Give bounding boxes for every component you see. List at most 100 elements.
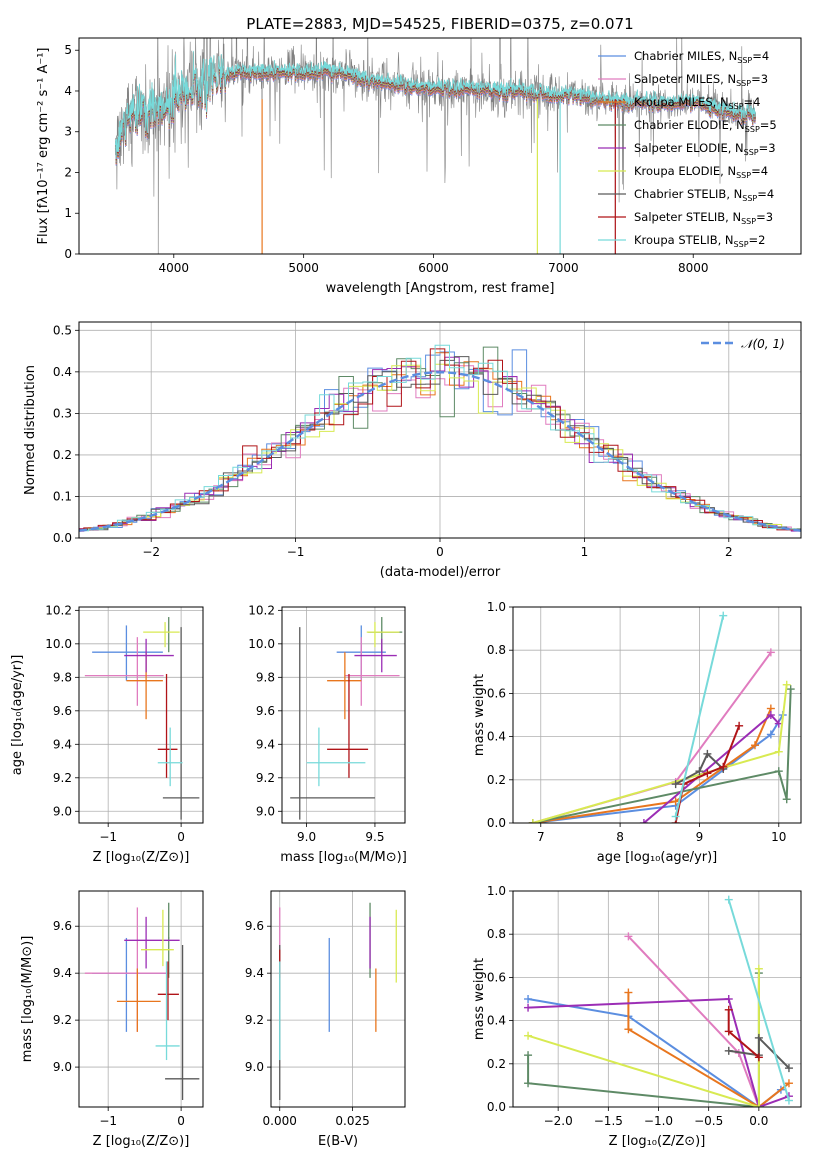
- spectrum-legend-suffix-0: =4: [752, 49, 769, 63]
- age_vs_Z-frame: [78, 606, 204, 824]
- age_vs_Z-xtick-label-1: 0: [177, 830, 185, 844]
- mass_weight_vs_age-marker-6-1: [695, 767, 704, 776]
- age_vs_Z-axes: −1 0 9.0 9.2 9.4 9.6 9.8 10.0 10.2 Z [log₁₀(Z/Z⊙)…: [10, 603, 203, 865]
- mass_vs_Z-point-4: [124, 916, 180, 969]
- spectrum-legend-label-8: Kroupa STELIB, NSSP=2: [634, 233, 765, 249]
- spectrum-legend-sub-7: SSP: [741, 217, 756, 226]
- mass_weight_vs_age-marker-3-3: [786, 685, 795, 694]
- age_vs_Z-point-1: [84, 637, 164, 706]
- mass_weight_vs_Z-marker-6-2: [754, 1033, 763, 1042]
- mass_weight_vs_Z-xtick-label-4: 0.0: [749, 1114, 768, 1128]
- mass_vs_Z-point-8: [155, 961, 180, 1061]
- mass_weight_vs_Z-xlabel: Z [log₁₀(Z/Z⊙)]: [609, 1134, 706, 1149]
- mass_weight_vs_age-ytick-label-2: 0.4: [487, 730, 506, 744]
- age_vs_mass-xlabel: mass [log₁₀(M/M⊙)]: [280, 850, 407, 865]
- mass_weight_vs_Z-marker-2-0: [624, 988, 633, 997]
- mass_weight_vs_Z-ytick-label-0: 0.0: [487, 1100, 506, 1114]
- spectrum-legend-label-7: Salpeter STELIB, NSSP=3: [634, 210, 773, 226]
- spectrum-legend-sub-5: SSP: [736, 171, 751, 180]
- mass_weight_vs_Z-marker-2-3: [784, 1079, 793, 1088]
- mass_weight_vs_Z-ytick-label-3: 0.6: [487, 970, 506, 984]
- mass_weight_vs_age-axes: 7 8 9 10 0.0 0.2 0.4 0.6 0.8 1.0 age [log₁₀(age/yr…: [472, 600, 801, 865]
- mass_weight_vs_Z-ytick-label-1: 0.2: [487, 1057, 506, 1071]
- mass_weight_vs_Z-xtick-label-1: −1.5: [594, 1114, 623, 1128]
- mass_vs_Z-xlabel: Z [log₁₀(Z/Z⊙)]: [93, 1134, 190, 1149]
- spectrum-xtick-label-1: 5000: [288, 261, 319, 275]
- mass_weight_vs_age-ytick-label-4: 0.8: [487, 643, 506, 657]
- hist-series-7: [79, 348, 801, 531]
- mass_weight_vs_Z-marker-4-0: [524, 1003, 533, 1012]
- mass_vs_Z-xtick-label-0: −1: [99, 1114, 117, 1128]
- mass_vs_EBV-xlabel: E(B-V): [318, 1134, 358, 1149]
- mass_weight_vs_Z-frame: [512, 890, 802, 1108]
- mass_weight_vs_Z-marker-5-0: [524, 1031, 533, 1040]
- mass_vs_EBV-frame: [270, 890, 406, 1108]
- spectrum-legend-label-5: Kroupa ELODIE, NSSP=4: [634, 164, 768, 180]
- mass_weight_vs_Z-ytick-label-2: 0.4: [487, 1014, 506, 1028]
- mass_weight_vs_age-ytick-label-1: 0.2: [487, 773, 506, 787]
- mass_weight_vs_age-frame: [512, 606, 802, 824]
- mass_weight_vs_age-xtick-label-2: 9: [696, 830, 704, 844]
- spectrum-legend-name-1: Salpeter MILES, N: [634, 72, 736, 86]
- age_vs_Z-ytick-label-4: 9.8: [53, 670, 72, 684]
- residual_hist-xtick-label-1: −1: [287, 545, 305, 559]
- age_vs_Z-ytick-label-6: 10.2: [45, 603, 72, 617]
- spectrum-legend-sub-4: SSP: [744, 148, 759, 157]
- mass_weight_vs_Z-ytick-label-5: 1.0: [487, 884, 506, 898]
- mass_weight_vs_age-xtick-label-3: 10: [771, 830, 786, 844]
- mass_weight_vs_age-marker-4-1: [766, 711, 775, 719]
- spectrum-legend-name-0: Chabrier MILES, N: [634, 49, 737, 63]
- age_vs_mass-frame: [281, 606, 406, 824]
- mass_weight_vs_age-series-2: [532, 708, 772, 823]
- residual_hist-ytick-label-3: 0.3: [53, 406, 72, 420]
- age_vs_mass-point-6: [290, 627, 375, 820]
- mass_vs_Z-xtick-label-1: 0: [177, 1114, 185, 1128]
- age_vs_Z-ytick-label-0: 9.0: [53, 804, 72, 818]
- mass_weight_vs_Z-marker-2-1: [624, 1025, 633, 1034]
- mass_weight_vs_age-marker-8-0: [671, 812, 680, 821]
- mass_weight_vs_age-ytick-label-0: 0.0: [487, 816, 506, 830]
- age_vs_mass-ytick-label-4: 9.8: [256, 670, 275, 684]
- age_vs_Z-ytick-label-5: 10.0: [45, 637, 72, 651]
- hist-series-8: [79, 344, 801, 532]
- residual_hist-ytick-label-2: 0.2: [53, 448, 72, 462]
- mass_vs_EBV-ytick-label-1: 9.2: [245, 1013, 264, 1027]
- mass_vs_Z-ytick-label-2: 9.4: [53, 966, 72, 980]
- spectrum-legend-label-6: Chabrier STELIB, NSSP=4: [634, 187, 774, 203]
- hist-gaussian-curve: [79, 371, 801, 532]
- mass_weight_vs_Z-xtick-label-3: −0.5: [694, 1114, 723, 1128]
- mass_weight_vs_age-xtick-label-0: 7: [537, 830, 545, 844]
- age_vs_Z-point-8: [157, 727, 183, 787]
- spectrum-legend-label-3: Chabrier ELODIE, NSSP=5: [634, 118, 777, 134]
- spectrum-ytick-label-1: 1: [64, 206, 72, 220]
- figure-title: PLATE=2883, MJD=54525, FIBERID=0375, z=0…: [246, 15, 633, 33]
- mass_weight_vs_age-marker-5-1: [774, 747, 783, 756]
- age_vs_mass-point-1: [344, 637, 400, 706]
- mass_vs_Z-point-2: [116, 968, 161, 1032]
- age_vs_mass-point-5: [366, 622, 400, 648]
- age_vs_mass-ytick-label-6: 10.2: [248, 603, 275, 617]
- age_vs_Z-ylabel: age [log₁₀(age/yr)]: [10, 655, 25, 776]
- spectrum-ytick-label-5: 5: [64, 43, 72, 57]
- mass_weight_vs_Z-marker-7-0: [724, 1005, 733, 1014]
- mass_weight_vs_age-xlabel: age [log₁₀(age/yr)]: [597, 850, 718, 865]
- mass_weight_vs_age-marker-2-2: [750, 741, 759, 750]
- spectrum-ylabel: Flux [fλ10⁻¹⁷ erg cm⁻² s⁻¹ A⁻¹]: [36, 48, 51, 245]
- age_vs_mass-xtick-label-1: 9.5: [365, 830, 384, 844]
- spectrum-legend: Chabrier MILES, N SSP =4 Salpeter MILES, N S…: [598, 49, 777, 249]
- age_vs_mass-point-4: [354, 638, 397, 673]
- spectrum-legend-sub-3: SSP: [745, 125, 760, 134]
- spectrum-legend-name-5: Kroupa ELODIE, N: [634, 164, 736, 178]
- spectrum-xlabel: wavelength [Angstrom, rest frame]: [326, 281, 555, 296]
- age_vs_mass-point-2: [327, 652, 362, 720]
- residual_hist-xtick-label-4: 2: [725, 545, 733, 559]
- hist-series-6: [79, 356, 801, 533]
- spectrum-legend-sub-2: SSP: [729, 102, 744, 111]
- mass_weight_vs_Z-xtick-label-0: −2.0: [544, 1114, 573, 1128]
- age_vs_Z-point-3: [167, 617, 170, 653]
- mass_vs_EBV-ytick-label-2: 9.4: [245, 966, 264, 980]
- age_vs_mass-grid: [282, 607, 405, 823]
- spectrum-ytick-label-3: 3: [64, 125, 72, 139]
- mass_weight_vs_Z-marker-3-1: [524, 1079, 533, 1088]
